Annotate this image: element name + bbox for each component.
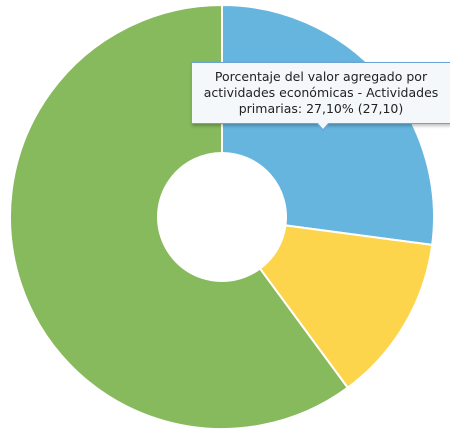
chart-tooltip: Porcentaje del valor agregado por activi…	[191, 62, 450, 124]
donut-slice-2[interactable]	[258, 224, 434, 390]
tooltip-line-1: Porcentaje del valor agregado por	[214, 69, 428, 84]
tooltip-pointer-fill	[317, 122, 329, 129]
tooltip-line-3: primarias: 27,10% (27,10)	[238, 101, 404, 116]
tooltip-line-2: actividades económicas - Actividades	[203, 85, 439, 100]
donut-slice-3[interactable]	[9, 3, 350, 429]
